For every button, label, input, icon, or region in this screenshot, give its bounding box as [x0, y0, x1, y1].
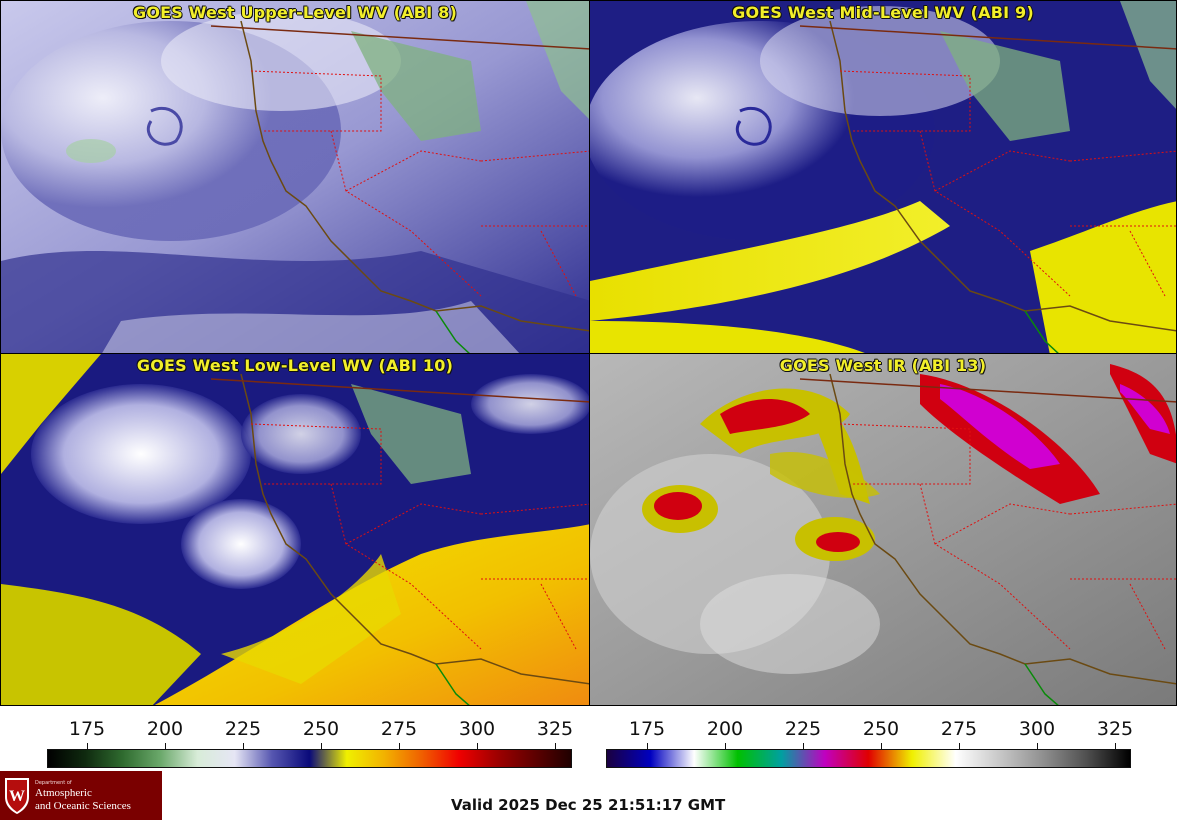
- colorbar-tick-label: 225: [224, 718, 262, 740]
- upper-level-wv-image: [1, 1, 589, 353]
- wv-colorbar: 175 200 225 250 275 300 325: [0, 706, 589, 770]
- colorbar-tick-mark: [477, 743, 478, 749]
- svg-text:W: W: [9, 788, 25, 805]
- colorbar-tick-mark: [1115, 743, 1116, 749]
- panel-title: GOES West IR (ABI 13): [779, 356, 987, 375]
- colorbar-tick-label: 300: [458, 718, 496, 740]
- panel-title: GOES West Upper-Level WV (ABI 8): [133, 3, 457, 22]
- colorbar-tick-label: 175: [68, 718, 106, 740]
- wv-colorbar-gradient: [47, 749, 572, 768]
- colorbar-tick-label: 225: [784, 718, 822, 740]
- colorbar-tick-label: 200: [146, 718, 184, 740]
- low-level-wv-panel: GOES West Low-Level WV (ABI 10): [0, 353, 590, 706]
- colorbar-tick-mark: [725, 743, 726, 749]
- valid-time-label: Valid 2025 Dec 25 21:51:17 GMT: [451, 796, 726, 814]
- colorbar-tick-mark: [647, 743, 648, 749]
- ir-panel: GOES West IR (ABI 13): [589, 353, 1177, 706]
- colorbar-tick-mark: [555, 743, 556, 749]
- university-crest-icon: W: [5, 778, 29, 814]
- colorbar-tick-label: 250: [302, 718, 340, 740]
- colorbar-tick-mark: [399, 743, 400, 749]
- logo-department-text: Department of: [35, 780, 72, 786]
- colorbar-tick-mark: [321, 743, 322, 749]
- colorbar-tick-mark: [165, 743, 166, 749]
- logo-line-1: Atmospheric: [35, 787, 92, 799]
- colorbar-tick-mark: [803, 743, 804, 749]
- panel-title: GOES West Low-Level WV (ABI 10): [136, 356, 454, 375]
- ir-colorbar-gradient: [606, 749, 1131, 768]
- upper-level-wv-panel: GOES West Upper-Level WV (ABI 8): [0, 0, 590, 354]
- logo-line-2: and Oceanic Sciences: [35, 800, 131, 812]
- colorbar-tick-mark: [87, 743, 88, 749]
- colorbar-tick-label: 300: [1018, 718, 1056, 740]
- colorbar-tick-mark: [1037, 743, 1038, 749]
- colorbar-tick-mark: [243, 743, 244, 749]
- colorbar-tick-mark: [959, 743, 960, 749]
- mid-level-wv-panel: GOES West Mid-Level WV (ABI 9): [589, 0, 1177, 354]
- colorbar-tick-label: 275: [940, 718, 978, 740]
- colorbar-tick-mark: [881, 743, 882, 749]
- colorbar-tick-label: 275: [380, 718, 418, 740]
- panel-title: GOES West Mid-Level WV (ABI 9): [732, 3, 1034, 22]
- aos-logo[interactable]: W Department of Atmospheric and Oceanic …: [0, 771, 162, 820]
- colorbar-tick-label: 325: [1096, 718, 1134, 740]
- colorbar-tick-label: 175: [628, 718, 666, 740]
- colorbar-tick-label: 250: [862, 718, 900, 740]
- ir-image: [590, 354, 1176, 705]
- colorbar-tick-label: 200: [706, 718, 744, 740]
- low-level-wv-image: [1, 354, 589, 705]
- colorbar-tick-label: 325: [536, 718, 574, 740]
- ir-colorbar: 175 200 225 250 275 300 325: [589, 706, 1177, 770]
- mid-level-wv-image: [590, 1, 1176, 353]
